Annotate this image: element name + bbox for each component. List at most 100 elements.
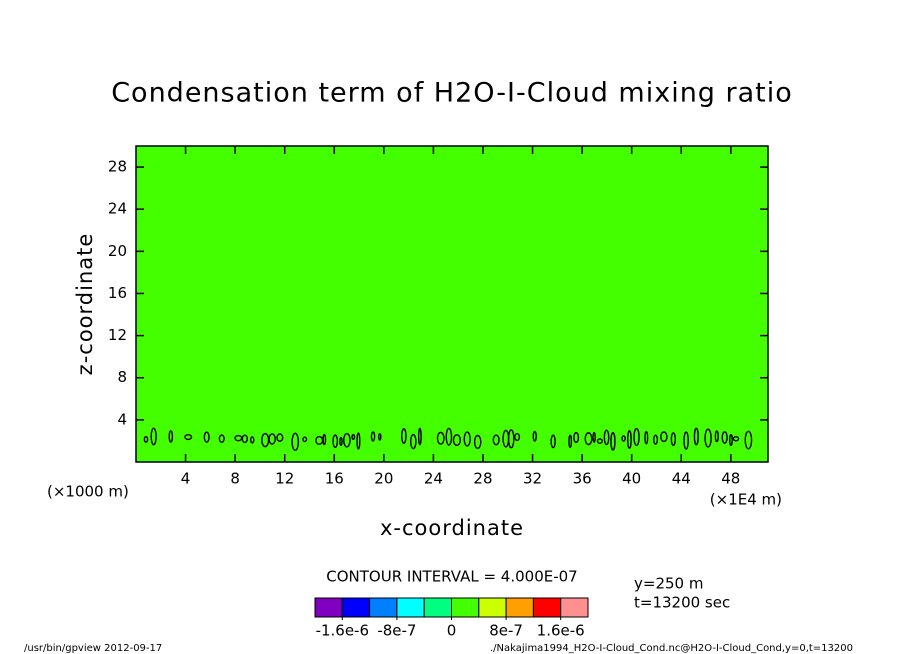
contour-line bbox=[633, 427, 640, 447]
y-tick-label: 28 bbox=[108, 158, 127, 176]
contour-line bbox=[401, 428, 407, 445]
y-tick-label: 8 bbox=[117, 368, 127, 386]
colorbar-tick-label: -8e-7 bbox=[377, 622, 416, 640]
contour-line bbox=[721, 431, 728, 444]
info-t: t=13200 sec bbox=[634, 594, 730, 612]
contour-line bbox=[168, 430, 174, 443]
contour-line bbox=[302, 436, 308, 443]
contour-line bbox=[660, 431, 668, 443]
contour-line bbox=[351, 434, 356, 440]
x-tick-label: 24 bbox=[424, 470, 443, 488]
y-tick-label: 16 bbox=[108, 284, 127, 302]
contour-line bbox=[241, 434, 249, 444]
contour-line bbox=[610, 431, 616, 451]
x-tick-label: 4 bbox=[181, 470, 191, 488]
contour-line bbox=[729, 433, 733, 447]
x-tick-label: 44 bbox=[672, 470, 691, 488]
contour-line bbox=[370, 431, 376, 442]
contour-line bbox=[621, 435, 626, 442]
colorbar-tick-label: 1.6e-6 bbox=[537, 622, 585, 640]
contour-line bbox=[339, 436, 343, 446]
contour-line bbox=[714, 430, 719, 443]
chart-title: Condensation term of H2O-I-Cloud mixing … bbox=[111, 78, 793, 109]
contour-line bbox=[683, 431, 689, 450]
contour-lines bbox=[143, 427, 753, 451]
x-axis-label: x-coordinate bbox=[380, 516, 524, 540]
colorbar-swatch bbox=[560, 597, 589, 618]
contour-line bbox=[507, 429, 515, 449]
y-tick-label: 4 bbox=[117, 410, 127, 428]
x-tick-label: 48 bbox=[721, 470, 740, 488]
contour-line bbox=[704, 428, 712, 448]
x-tick-label: 8 bbox=[230, 470, 240, 488]
contour-line bbox=[218, 434, 225, 444]
x-tick-label: 40 bbox=[622, 470, 641, 488]
footer-right: ./Nakajima1994_H2O-I-Cloud_Cond.nc@H2O-I… bbox=[490, 643, 853, 654]
contour-line bbox=[603, 429, 610, 446]
contour-line bbox=[492, 434, 500, 446]
contour-line bbox=[473, 434, 482, 450]
info-y: y=250 m bbox=[634, 575, 703, 593]
y-axis-label: z-coordinate bbox=[73, 233, 97, 376]
contour-line bbox=[343, 432, 351, 448]
x-tick-label: 36 bbox=[573, 470, 592, 488]
contour-line bbox=[644, 430, 649, 445]
x-tick-label: 16 bbox=[325, 470, 344, 488]
colorbar-swatch bbox=[505, 597, 534, 618]
colorbar-tick-label: -1.6e-6 bbox=[316, 622, 369, 640]
colorbar-tick-label: 0 bbox=[447, 622, 457, 640]
contour-line bbox=[452, 434, 462, 446]
colorbar-swatch bbox=[341, 597, 371, 618]
x-unit-left: (×1000 m) bbox=[47, 483, 129, 501]
contour-line bbox=[332, 434, 339, 449]
contour-line bbox=[514, 432, 521, 442]
contour-line bbox=[550, 434, 556, 449]
contour-line bbox=[322, 433, 327, 446]
contour-line bbox=[249, 436, 255, 444]
contour-line bbox=[596, 438, 603, 445]
contour-line bbox=[584, 432, 593, 446]
contour-line bbox=[445, 427, 453, 446]
colorbar-swatch bbox=[451, 597, 480, 618]
contour-line bbox=[143, 435, 149, 443]
colorbar-swatch bbox=[314, 597, 343, 618]
contour-line bbox=[693, 427, 699, 446]
contour-line bbox=[532, 430, 537, 442]
contour-line bbox=[409, 433, 417, 450]
x-tick-label: 32 bbox=[523, 470, 542, 488]
field-fill bbox=[136, 146, 768, 462]
x-tick-label: 20 bbox=[374, 470, 393, 488]
contour-line bbox=[378, 432, 382, 441]
contour-line bbox=[463, 431, 471, 447]
contour-line bbox=[670, 432, 676, 447]
contour-line bbox=[291, 432, 300, 451]
colorbar-tick-label: 8e-7 bbox=[489, 622, 523, 640]
colorbar-swatch bbox=[423, 597, 453, 618]
contour-line bbox=[184, 434, 193, 441]
colorbar-swatch bbox=[478, 597, 507, 618]
contour-interval: CONTOUR INTERVAL = 4.000E-07 bbox=[326, 568, 577, 586]
contour-line bbox=[356, 432, 361, 450]
y-tick-label: 12 bbox=[108, 326, 127, 344]
contour-line bbox=[744, 430, 753, 450]
y-tick-label: 24 bbox=[108, 200, 127, 218]
contour-line bbox=[150, 427, 157, 446]
contour-line bbox=[203, 431, 210, 443]
footer-left: /usr/bin/gpview 2012-09-17 bbox=[24, 643, 162, 654]
contour-line bbox=[653, 434, 659, 445]
y-tick-label: 20 bbox=[108, 242, 127, 260]
contour-line bbox=[276, 433, 284, 442]
contour-line bbox=[417, 427, 422, 446]
contour-line bbox=[268, 433, 276, 445]
x-tick-label: 28 bbox=[473, 470, 492, 488]
plot-frame bbox=[135, 145, 769, 463]
contour-line bbox=[732, 436, 740, 442]
contour-line bbox=[436, 431, 445, 445]
x-tick-label: 12 bbox=[275, 470, 294, 488]
colorbar-swatch bbox=[396, 597, 425, 618]
contour-line bbox=[627, 430, 632, 449]
contour-line bbox=[573, 431, 580, 444]
colorbar-swatch bbox=[532, 597, 562, 618]
colorbar-swatch bbox=[369, 597, 398, 618]
